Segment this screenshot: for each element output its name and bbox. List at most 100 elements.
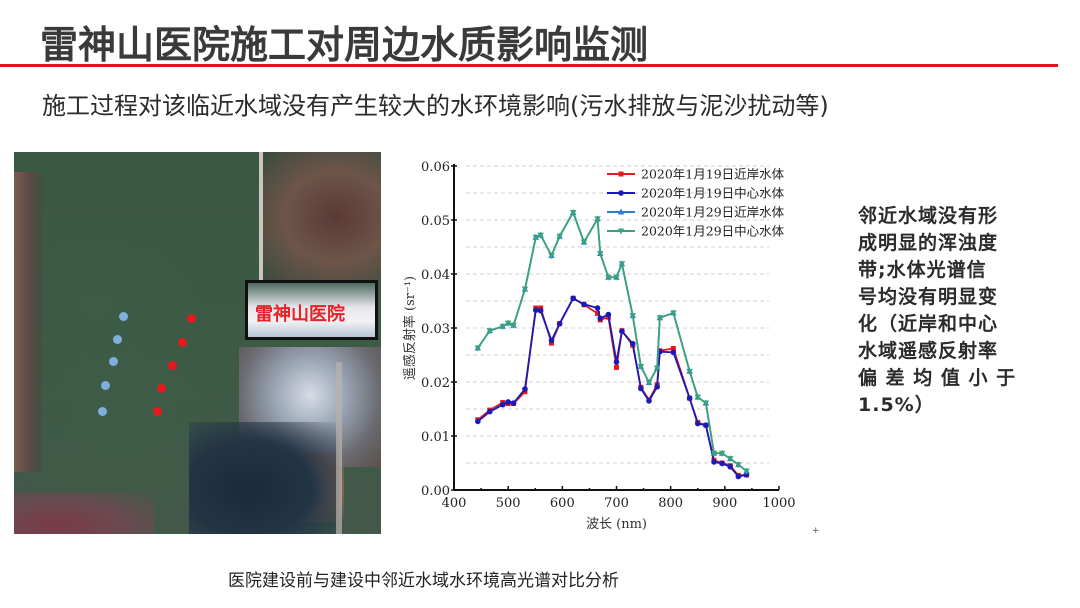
data-point: [569, 209, 577, 216]
plus-mark: +: [812, 526, 820, 536]
side-note-line: 偏 差 均 值 小 于: [858, 367, 1017, 389]
side-note-line: 成明显的浑浊度: [858, 232, 999, 254]
data-point: [638, 385, 644, 392]
side-note-line: 带;水体光谱信: [858, 259, 987, 281]
data-point: [735, 473, 742, 480]
data-point: [594, 305, 601, 311]
data-point: [605, 311, 612, 318]
data-point: [581, 301, 587, 308]
data-point: [645, 380, 653, 387]
side-note: 邻近水域没有形 成明显的浑浊度 带;水体光谱信 号均没有明显变 化（近岸和中心 水域遥感反…: [858, 203, 1038, 419]
figure-caption: 医院建设前与建设中邻近水域水环境高光谱对比分析: [228, 571, 619, 591]
hospital-label: 雷神山医院: [255, 304, 345, 325]
near-shore-sample-point: [187, 314, 196, 323]
data-point: [537, 307, 544, 314]
y-tick-label: 0.02: [421, 376, 450, 391]
satellite-image: [14, 152, 381, 534]
x-tick-label: 700: [604, 496, 629, 511]
series-line: [477, 297, 747, 478]
side-note-line: 水域遥感反射率: [858, 340, 999, 362]
land-bottom-left: [14, 492, 154, 534]
data-point: [570, 295, 576, 302]
data-point: [597, 250, 604, 257]
title-underline: [0, 64, 1058, 67]
data-point: [694, 394, 701, 401]
side-note-line: 邻近水域没有形: [858, 205, 999, 227]
land-left-strip: [14, 172, 42, 472]
hospital-box: [245, 280, 378, 340]
data-point: [580, 239, 588, 246]
data-point: [719, 460, 725, 467]
legend-label: 2020年1月29日中心水体: [641, 224, 785, 239]
legend-label: 2020年1月19日中心水体: [641, 186, 785, 201]
legend-marker: [618, 190, 624, 196]
side-note-line: 1.5%）: [858, 394, 935, 416]
near-shore-sample-point: [153, 407, 162, 416]
data-point: [653, 365, 661, 372]
data-point: [474, 345, 482, 352]
data-point: [711, 459, 717, 465]
data-point: [499, 323, 506, 330]
legend-marker: [617, 208, 625, 215]
data-point: [735, 462, 742, 469]
x-tick-label: 800: [658, 496, 683, 511]
legend-marker: [617, 228, 625, 235]
near-shore-sample-point: [168, 361, 177, 370]
series-line: [477, 297, 747, 477]
slide-subtitle: 施工过程对该临近水域没有产生较大的水环境影响(污水排放与泥沙扰动等): [42, 92, 829, 120]
data-point: [613, 359, 620, 365]
data-point: [637, 363, 645, 370]
x-tick-label: 900: [712, 496, 737, 511]
data-point: [618, 261, 626, 268]
data-point: [694, 420, 701, 427]
x-tick-label: 500: [496, 496, 521, 511]
data-point: [556, 320, 563, 327]
data-point: [670, 346, 676, 352]
data-point: [619, 328, 625, 335]
x-axis-label: 波长 (nm): [586, 517, 647, 532]
data-point: [532, 307, 539, 313]
data-point: [556, 233, 563, 240]
center-sample-point: [101, 381, 110, 390]
data-point: [703, 422, 709, 429]
data-point: [670, 310, 677, 317]
side-note-line: 号均没有明显变: [858, 286, 999, 308]
side-note-line: 化（近岸和中心: [858, 313, 999, 335]
data-point: [475, 418, 481, 425]
data-point: [522, 386, 528, 392]
near-shore-sample-point: [157, 384, 166, 393]
slide-title: 雷神山医院施工对周边水质影响监测: [40, 23, 649, 67]
data-point: [605, 274, 612, 281]
near-shore-sample-point: [178, 338, 187, 347]
y-tick-label: 0.00: [421, 484, 450, 499]
road: [336, 362, 342, 534]
data-point: [548, 337, 555, 344]
data-point: [727, 463, 734, 470]
center-sample-point: [98, 407, 107, 416]
data-point: [646, 398, 652, 404]
dark-vegetation: [189, 422, 339, 534]
data-point: [629, 340, 636, 347]
data-point: [743, 468, 750, 475]
y-tick-label: 0.01: [421, 430, 450, 445]
data-point: [654, 384, 660, 390]
data-point: [686, 395, 693, 401]
data-point: [505, 399, 511, 405]
data-point: [702, 400, 710, 407]
data-point: [510, 400, 517, 406]
x-tick-label: 400: [442, 496, 467, 511]
data-point: [614, 364, 619, 370]
data-point: [594, 216, 601, 223]
data-point: [629, 313, 636, 320]
legend-label: 2020年1月19日近岸水体: [641, 167, 785, 182]
x-tick-label: 600: [550, 496, 575, 511]
legend-marker: [618, 171, 624, 177]
y-tick-label: 0.04: [421, 268, 450, 283]
data-point: [656, 315, 664, 322]
legend-label: 2020年1月29日近岸水体: [641, 205, 785, 220]
data-point: [613, 274, 620, 281]
data-point: [537, 232, 544, 239]
land-top-right: [259, 152, 381, 282]
data-point: [710, 450, 718, 457]
center-sample-point: [119, 312, 128, 321]
